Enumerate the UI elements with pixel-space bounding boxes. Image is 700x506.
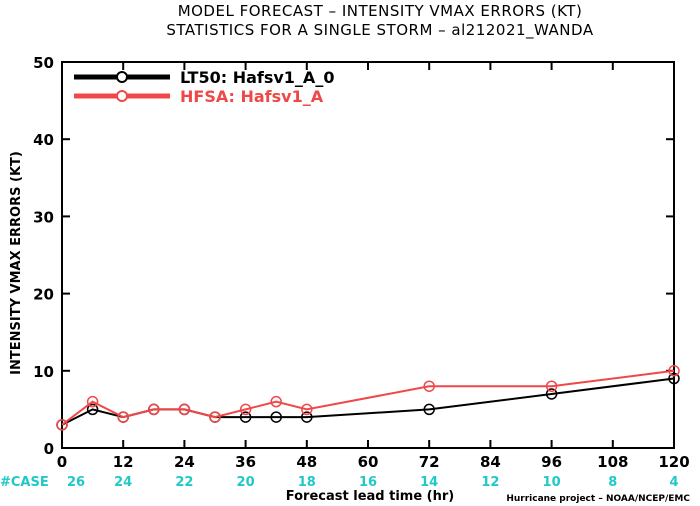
series-line-1	[61, 369, 675, 426]
x-tick-label: 108	[597, 453, 628, 471]
series-point-0	[545, 388, 558, 400]
series-point-1	[545, 380, 558, 392]
series-point-1	[239, 403, 252, 416]
y-axis-label: INTENSITY VMAX ERRORS (KT)	[9, 151, 24, 375]
series-layer	[56, 365, 680, 431]
chart-title-line-1: MODEL FORECAST – INTENSITY VMAX ERRORS (…	[178, 2, 583, 20]
series-line-0	[61, 377, 675, 426]
series-point-0	[301, 411, 313, 423]
case-count: 10	[543, 475, 561, 490]
x-axis: 0 12 24 36 48 60 72 84 96 108 120	[57, 62, 690, 471]
credit-text: Hurricane project – NOAA/NCEP/EMC	[506, 494, 690, 504]
y-tick-label: 20	[33, 286, 54, 304]
case-count: 14	[420, 475, 438, 490]
x-tick-label: 36	[235, 453, 256, 471]
series-point-0	[270, 411, 282, 423]
series-point-0	[668, 372, 680, 385]
case-count-row: #CASE 26 24 22 20 18 16 14 12 10 8 4	[0, 475, 679, 490]
series-point-0	[86, 403, 99, 416]
case-count: 22	[175, 475, 193, 490]
x-tick-label: 84	[480, 453, 501, 471]
x-tick-label: 72	[419, 453, 440, 471]
series-point-1	[178, 403, 191, 416]
case-count: 20	[237, 475, 255, 490]
x-tick-label: 96	[541, 453, 562, 471]
case-count: 16	[359, 475, 377, 490]
case-count: 24	[114, 475, 132, 490]
series-point-1	[209, 411, 221, 423]
x-tick-label: 24	[174, 453, 195, 471]
legend-label-0: LT50: Hafsv1_A_0	[180, 68, 334, 87]
x-tick-label: 0	[57, 453, 67, 471]
case-row-label: #CASE	[0, 475, 49, 490]
x-axis-label: Forecast lead time (hr)	[286, 489, 454, 504]
y-tick-label: 10	[33, 363, 54, 381]
y-tick-label: 30	[33, 208, 54, 226]
case-count: 26	[67, 475, 85, 490]
series-point-1	[270, 395, 282, 408]
series-point-1	[423, 380, 435, 392]
y-axis: 0 10 20 30 40 50	[33, 54, 674, 458]
series-point-0	[423, 403, 435, 416]
legend-marker-1	[116, 90, 128, 102]
chart-title-line-2: STATISTICS FOR A SINGLE STORM – al212021…	[166, 21, 593, 40]
case-count: 4	[669, 475, 678, 490]
case-count: 12	[481, 475, 499, 490]
y-tick-label: 50	[33, 54, 54, 72]
case-count: 18	[298, 475, 316, 490]
legend-label-1: HFSA: Hafsv1_A	[180, 87, 324, 106]
series-point-0	[239, 411, 252, 423]
x-tick-label: 12	[113, 453, 134, 471]
y-tick-label: 40	[33, 131, 54, 149]
x-tick-label: 120	[658, 453, 689, 471]
series-point-1	[56, 419, 68, 431]
series-point-1	[301, 403, 313, 416]
x-tick-label: 48	[296, 453, 317, 471]
legend-marker-0	[116, 71, 128, 83]
series-point-1	[148, 403, 160, 416]
series-point-1	[117, 411, 129, 423]
case-count: 8	[608, 475, 617, 490]
series-point-1	[86, 395, 99, 408]
y-tick-label: 0	[44, 440, 54, 458]
series-point-1	[668, 365, 680, 377]
x-tick-label: 60	[358, 453, 379, 471]
